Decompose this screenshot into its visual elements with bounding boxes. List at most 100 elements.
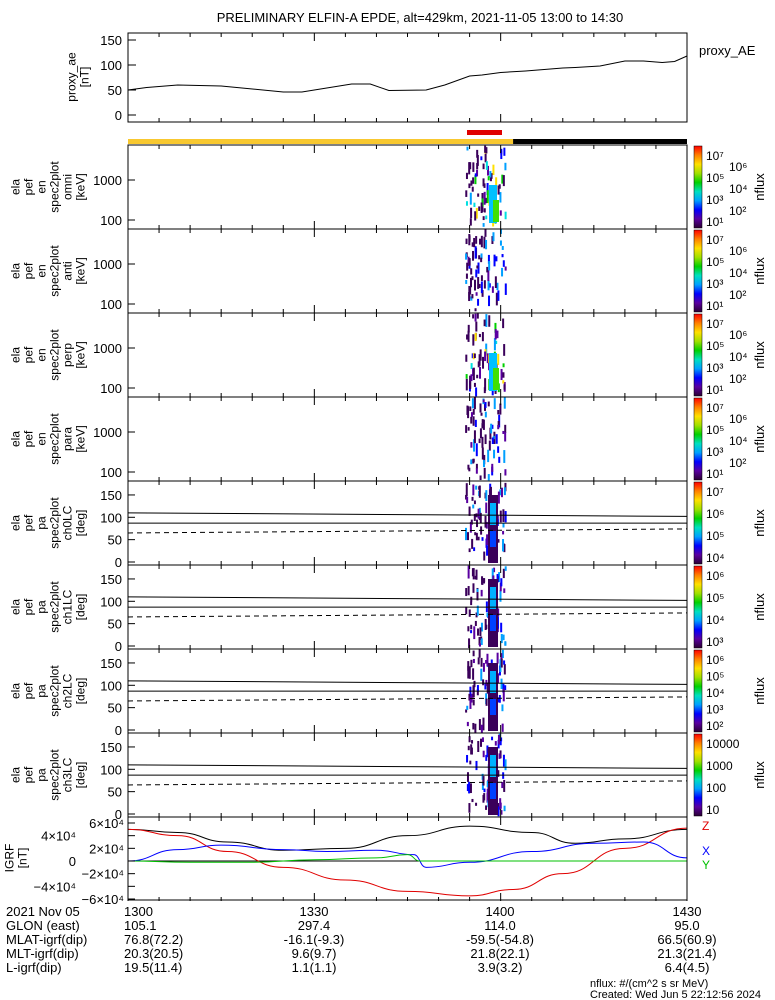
spectrogram-pixel [471, 740, 474, 744]
colorbar-tick: 10⁷ [706, 233, 724, 247]
spectrogram-core [490, 587, 496, 609]
colorbar-tick: 10⁴ [729, 266, 748, 280]
legend-proxy-ae: proxy_AE [699, 43, 756, 58]
spectrogram-pixel [480, 589, 483, 597]
spectrogram-pixel [497, 539, 500, 543]
spectrogram-pixel [468, 506, 471, 516]
spectrogram-pixel [493, 398, 496, 410]
spectrogram-pixel [495, 292, 498, 306]
spectrogram-pixel [486, 788, 489, 801]
spectrogram-pixel [497, 806, 500, 817]
ytick-label: 50 [108, 785, 122, 800]
spectrogram-pixel [503, 660, 506, 665]
row-value: 297.4 [298, 918, 331, 933]
spectrogram-pixel [471, 294, 474, 299]
axis-label-line: pef [22, 346, 36, 363]
spectrogram-pixel [467, 427, 470, 431]
spectrogram-pixel [474, 308, 477, 312]
spectrogram-pixel [465, 378, 468, 391]
axis-label-line: pef [22, 766, 36, 783]
colorbar-tick: 1000 [706, 759, 733, 773]
spectrogram-pixel [471, 496, 474, 501]
spectrogram-pixel [484, 351, 487, 362]
spectrogram-pixel [472, 458, 475, 464]
ytick-label: 100 [100, 465, 122, 480]
spectrogram-pixel [484, 197, 487, 204]
spectrogram-pixel [502, 530, 505, 535]
colorbar-tick: 10⁴ [729, 350, 748, 364]
colorbar-tick: 10⁶ [729, 244, 747, 258]
spectrogram-pixel [491, 736, 494, 741]
colorbar-omni [693, 145, 703, 229]
spectrogram-pixel [472, 367, 475, 381]
spectrogram-pixel [476, 374, 479, 379]
spectrogram-pixel [493, 567, 496, 573]
spectrogram-pixel [499, 590, 502, 602]
axis-label-line: pa [35, 768, 49, 782]
spectrogram-pixel [485, 161, 488, 170]
spectrogram-pixel [484, 618, 487, 631]
spectrogram-pixel [472, 722, 475, 730]
spectrogram-core [493, 200, 499, 222]
colorbar-tick: 10³ [706, 635, 723, 649]
spectrogram-pixel [489, 427, 492, 440]
spectrogram-pixel [467, 565, 470, 579]
spectrogram-pixel [504, 642, 507, 646]
spectrogram-pixel [480, 412, 483, 416]
spectrogram-pixel [484, 229, 487, 237]
ytick-label: 150 [100, 488, 122, 503]
spectrogram-pixel [500, 578, 503, 587]
spectrogram-pixel [502, 260, 505, 267]
spectrogram-pixel [473, 500, 476, 505]
spectrogram-pixel [466, 496, 469, 504]
spectrogram-pixel [465, 279, 468, 284]
colorbar-tick: 10⁴ [706, 686, 725, 700]
ytick-label: 0 [69, 854, 76, 869]
row-value: 19.5(11.4) [124, 960, 182, 975]
axis-label-line: spec2plot [48, 413, 62, 465]
legend-x: X [702, 844, 710, 858]
spectrogram-pixel [497, 420, 500, 426]
spectrogram-pixel [486, 190, 489, 204]
spectrogram-pixel [479, 627, 482, 637]
spectrogram-core [493, 368, 499, 390]
spectrogram-pixel [485, 659, 488, 664]
colorbar-label-text: nflux [752, 341, 767, 369]
spectrogram-pixel [501, 254, 504, 258]
spectrogram-pixel [478, 486, 481, 490]
spectrogram-pixel [471, 276, 474, 281]
spectrogram-pixel [475, 468, 478, 474]
ylabel-ch0LC: ela pef pa spec2plot ch0LC [deg] [9, 497, 88, 549]
loss-cone-line [127, 680, 688, 685]
ytick-label: 1000 [93, 173, 122, 188]
spectrogram-pixel [466, 772, 469, 782]
spectrogram-pixel [474, 575, 477, 580]
spectrogram-pixel [478, 643, 481, 647]
colorbar-tick: 10⁷ [706, 149, 724, 163]
spectrogram-pixel [499, 240, 502, 246]
axis-label-line: spec2plot [48, 329, 62, 381]
spectrogram-pixel [472, 699, 475, 706]
spectrogram-pixel [484, 411, 487, 418]
spectrogram-pixel [498, 753, 501, 759]
spectrogram-core [488, 579, 498, 647]
colorbar-para [693, 397, 703, 481]
axis-label-line: omni [61, 174, 75, 200]
spectrogram-pixel [491, 286, 494, 293]
spectrogram-core [488, 747, 498, 815]
spectrogram-pixel [497, 290, 500, 301]
spectrogram-core [490, 755, 496, 777]
row-value: 3.9(3.2) [478, 960, 523, 975]
spectrogram-pixel [479, 403, 482, 413]
colorbar-tick: 10⁶ [729, 328, 747, 342]
spectrogram-pixel [504, 566, 507, 571]
spectrogram-pixel [499, 510, 502, 523]
spectrogram-pixel [471, 538, 474, 549]
anti-loss-cone-line [127, 612, 688, 618]
spectrogram-pixel [474, 419, 477, 428]
spectrogram-core [490, 503, 496, 525]
spectrogram-pixel [470, 630, 473, 634]
spectrogram-pixel [473, 382, 476, 387]
spectrogram-pixel [479, 428, 482, 439]
spectrogram-pixel [492, 575, 495, 583]
